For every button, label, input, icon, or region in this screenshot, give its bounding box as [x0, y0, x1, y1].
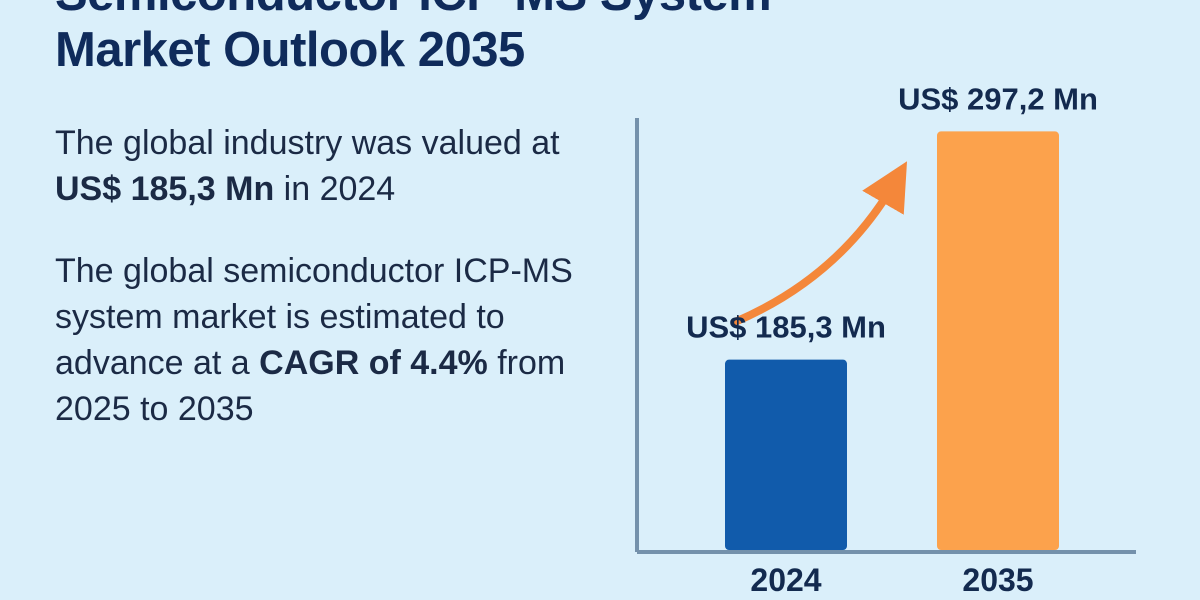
title-line-1: Semiconductor ICP-MS System [55, 0, 772, 22]
value-label-2024: US$ 185,3 Mn [686, 310, 886, 345]
valuation-text-pre: The global industry was valued at [55, 124, 560, 162]
x-tick-label-2024: 2024 [750, 562, 821, 598]
valuation-text: The global industry was valued at US$ 18… [55, 120, 615, 212]
cagr-text: The global semiconductor ICP-MS system m… [55, 248, 615, 432]
cagr-text-pre: The global semiconductor ICP-MS system m… [55, 252, 573, 382]
value-label-2035: US$ 297,2 Mn [898, 81, 1098, 116]
x-tick-label-2035: 2035 [962, 562, 1033, 598]
valuation-value: US$ 185,3 Mn [55, 170, 275, 208]
title-line-2: Market Outlook 2035 [55, 23, 525, 77]
cagr-text-post: from 2025 to 2035 [55, 344, 566, 428]
page-title: Semiconductor ICP-MS System Market Outlo… [55, 0, 772, 78]
bar-2035 [937, 131, 1059, 550]
cagr-value: CAGR of 4.4% [259, 344, 488, 382]
bar-2024 [725, 359, 847, 550]
valuation-text-post: in 2024 [274, 170, 396, 208]
growth-arrow-icon [731, 161, 908, 326]
